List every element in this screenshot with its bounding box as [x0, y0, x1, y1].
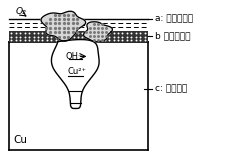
- Text: a: 多孔粉状锈: a: 多孔粉状锈: [155, 15, 193, 24]
- Text: O₂: O₂: [15, 7, 26, 16]
- Polygon shape: [51, 40, 99, 108]
- Text: OH⁻: OH⁻: [66, 52, 83, 61]
- Text: c: 青铜基体: c: 青铜基体: [155, 84, 187, 93]
- Text: Cu: Cu: [13, 135, 27, 145]
- Bar: [9, 31, 148, 42]
- Polygon shape: [41, 11, 86, 41]
- Text: b 多孔催化层: b 多孔催化层: [155, 32, 190, 41]
- Text: Cu²⁺: Cu²⁺: [68, 67, 87, 76]
- Polygon shape: [83, 22, 112, 42]
